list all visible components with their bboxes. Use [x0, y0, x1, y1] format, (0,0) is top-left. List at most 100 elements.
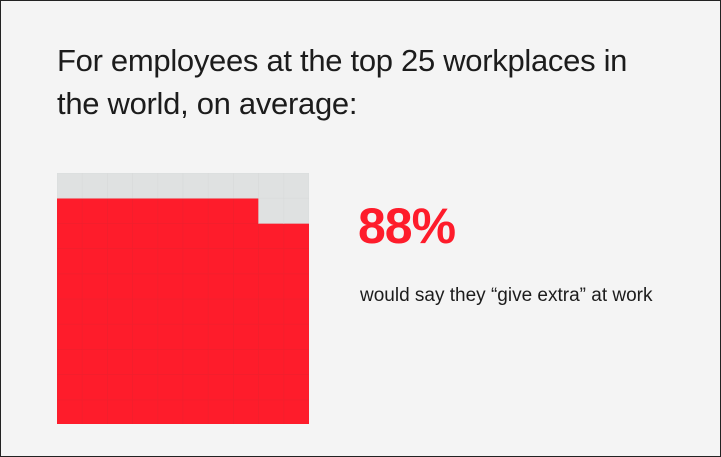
filled-cell	[81, 197, 108, 224]
filled-cell	[233, 248, 259, 275]
filled-cell	[81, 248, 108, 275]
filled-cell	[57, 223, 83, 249]
empty-cell	[182, 173, 209, 199]
filled-cell	[233, 374, 259, 401]
empty-cell	[57, 173, 83, 199]
empty-cell	[258, 197, 285, 224]
filled-cell	[182, 248, 209, 275]
filled-cell	[283, 223, 309, 249]
filled-cell	[258, 374, 285, 401]
filled-cell	[81, 273, 108, 300]
filled-cell	[283, 374, 309, 401]
empty-cell	[233, 173, 259, 199]
filled-cell	[81, 298, 108, 325]
filled-cell	[81, 223, 108, 249]
filled-cell	[132, 248, 159, 275]
filled-cell	[283, 248, 309, 275]
filled-cell	[258, 399, 285, 424]
filled-cell	[258, 273, 285, 300]
filled-cell	[132, 223, 159, 249]
filled-cell	[107, 273, 133, 300]
filled-cell	[57, 197, 83, 224]
filled-cell	[258, 248, 285, 275]
filled-cell	[182, 349, 209, 375]
filled-cell	[157, 273, 184, 300]
filled-cell	[81, 323, 108, 350]
chart-title: For employees at the top 25 workplaces i…	[57, 43, 628, 121]
filled-cell	[182, 273, 209, 300]
filled-cell	[182, 399, 209, 424]
filled-cell	[233, 223, 259, 249]
filled-cell	[57, 399, 83, 424]
filled-cell	[258, 349, 285, 375]
empty-cell	[207, 173, 234, 199]
filled-cell	[107, 323, 133, 350]
filled-cell	[132, 273, 159, 300]
filled-cell	[157, 197, 184, 224]
filled-cell	[132, 323, 159, 350]
filled-cell	[207, 399, 234, 424]
filled-cell	[57, 323, 83, 350]
empty-cell	[132, 173, 159, 199]
description: would say they “give extra” at work	[360, 285, 653, 306]
filled-cell	[258, 323, 285, 350]
filled-cell	[157, 323, 184, 350]
filled-cell	[157, 248, 184, 275]
filled-cell	[258, 223, 285, 249]
filled-cell	[207, 323, 234, 350]
filled-cell	[207, 223, 234, 249]
filled-cell	[207, 197, 234, 224]
filled-cell	[81, 399, 108, 424]
filled-cell	[283, 399, 309, 424]
filled-cell	[157, 374, 184, 401]
filled-cell	[157, 399, 184, 424]
filled-cell	[182, 223, 209, 249]
filled-cell	[182, 323, 209, 350]
filled-cell	[182, 374, 209, 401]
filled-cell	[157, 298, 184, 325]
filled-cell	[132, 374, 159, 401]
filled-cell	[107, 399, 133, 424]
filled-cell	[107, 349, 133, 375]
filled-cell	[57, 298, 83, 325]
filled-cell	[233, 197, 259, 224]
waffle-chart	[57, 173, 309, 424]
filled-cell	[207, 298, 234, 325]
filled-cell	[107, 223, 133, 249]
filled-cell	[182, 197, 209, 224]
filled-cell	[283, 349, 309, 375]
filled-cell	[107, 298, 133, 325]
filled-cell	[258, 298, 285, 325]
empty-cell	[107, 173, 133, 199]
filled-cell	[107, 374, 133, 401]
filled-cell	[157, 223, 184, 249]
filled-cell	[207, 374, 234, 401]
filled-cell	[157, 349, 184, 375]
filled-cell	[57, 273, 83, 300]
filled-cell	[132, 349, 159, 375]
empty-cell	[283, 197, 309, 224]
filled-cell	[283, 298, 309, 325]
filled-cell	[57, 248, 83, 275]
filled-cell	[57, 374, 83, 401]
empty-cell	[81, 173, 108, 199]
filled-cell	[107, 248, 133, 275]
filled-cell	[132, 399, 159, 424]
filled-cell	[81, 374, 108, 401]
filled-cell	[233, 298, 259, 325]
filled-cell	[81, 349, 108, 375]
empty-cell	[283, 173, 309, 199]
filled-cell	[207, 349, 234, 375]
filled-cell	[207, 248, 234, 275]
filled-cell	[283, 323, 309, 350]
filled-cell	[182, 298, 209, 325]
empty-cell	[157, 173, 184, 199]
filled-cell	[207, 273, 234, 300]
filled-cell	[132, 197, 159, 224]
filled-cell	[233, 399, 259, 424]
filled-cell	[132, 298, 159, 325]
filled-cell	[107, 197, 133, 224]
filled-cell	[233, 273, 259, 300]
filled-cell	[283, 273, 309, 300]
